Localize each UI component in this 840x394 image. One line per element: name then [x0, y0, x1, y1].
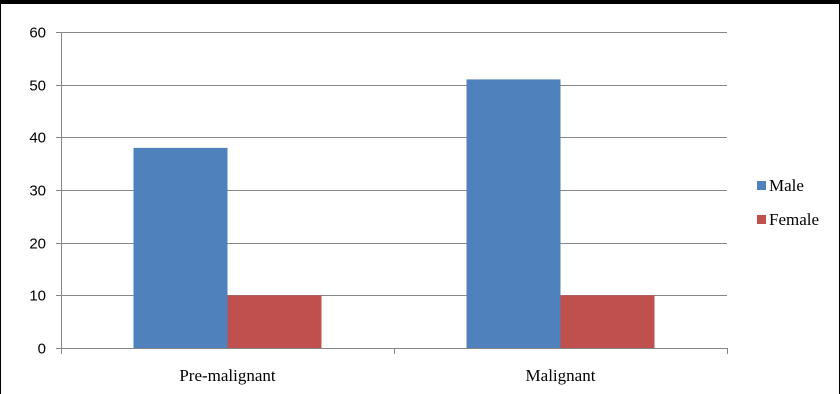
- bar-female-pre-malignant: [227, 295, 322, 348]
- x-category-label: Malignant: [526, 366, 596, 385]
- bar-male-pre-malignant: [133, 147, 228, 348]
- legend-label-female: Female: [769, 210, 819, 229]
- y-tick-label: 30: [29, 183, 46, 200]
- y-tick-label: 60: [29, 25, 46, 42]
- bar-male-malignant: [466, 79, 561, 349]
- y-tick-labels: 0 10 20 30 40 50 60: [29, 25, 46, 358]
- y-tick-label: 0: [38, 341, 46, 358]
- bar-female-malignant: [560, 295, 655, 348]
- legend-swatch-male: [757, 181, 766, 190]
- y-tick-label: 40: [29, 130, 46, 147]
- y-tick-label: 50: [29, 78, 46, 95]
- x-category-labels: Pre-malignant Malignant: [179, 366, 595, 385]
- legend: Male Female: [757, 176, 819, 229]
- bars: [133, 79, 655, 349]
- legend-swatch-female: [757, 215, 766, 224]
- axes: [56, 32, 728, 354]
- legend-label-male: Male: [769, 176, 804, 195]
- y-tick-label: 20: [29, 236, 46, 253]
- x-category-label: Pre-malignant: [179, 366, 276, 385]
- y-tick-label: 10: [29, 288, 46, 305]
